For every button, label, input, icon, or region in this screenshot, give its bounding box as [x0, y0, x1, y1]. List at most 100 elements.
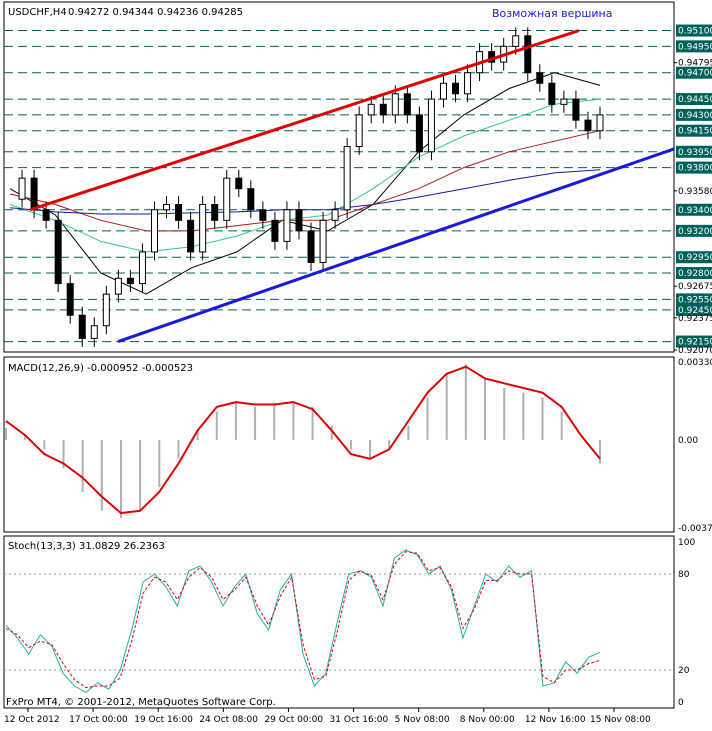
candle-body: [223, 177, 231, 221]
stochastic-lines: [4, 549, 674, 694]
price-tick-label: 0.93580: [678, 187, 712, 197]
candle-body: [367, 103, 375, 116]
price-label-box: [676, 303, 712, 316]
time-tick-label: 31 Oct 16:00: [330, 715, 389, 725]
candle-body: [90, 325, 98, 339]
candle-body: [307, 230, 315, 263]
candlesticks: [18, 27, 604, 347]
price-label-box: [676, 224, 712, 237]
candle-body: [524, 35, 532, 74]
copyright: FxPro MT4, © 2001-2012, MetaQuotes Softw…: [6, 697, 276, 708]
candle-body: [30, 177, 38, 211]
macd-panel[interactable]: 0.00330 0.00 -0.00373 MACD(12,26,9) -0.000…: [3, 356, 712, 534]
candle-body: [247, 188, 255, 211]
price-panel-frame: [3, 1, 675, 353]
macd-panel-frame: [3, 356, 675, 533]
price-tick-label: 0.94150: [678, 127, 712, 137]
price-tick-label: 0.92070: [678, 346, 712, 356]
price-label-box: [676, 24, 712, 37]
candle-body: [427, 98, 435, 153]
candle-body: [259, 209, 267, 221]
candle-body: [114, 277, 122, 295]
candle-body: [138, 251, 146, 285]
candle-body: [66, 283, 74, 316]
ohlc-readout: 0.94272 0.94344 0.94236 0.94285: [68, 7, 243, 18]
price-label-box: [676, 161, 712, 174]
price-label-box: [676, 203, 712, 216]
candle-body: [331, 209, 339, 221]
moving-averages: [9, 72, 601, 295]
price-label-box: [676, 66, 712, 79]
candle-body: [343, 146, 351, 211]
ma-line-long: [9, 169, 601, 215]
ma-line-fast: [9, 72, 601, 295]
stochastic-title: Stoch(13,3,3) 31.0829 26.2363: [8, 541, 165, 552]
price-tick-label: 0.94950: [678, 42, 712, 52]
price-tick-label: 0.92550: [678, 295, 712, 305]
candle-body: [415, 114, 423, 153]
symbol-label: USDCHF,H4: [8, 7, 67, 18]
candle-body: [572, 98, 580, 121]
candle-body: [235, 177, 243, 190]
candle-body: [548, 82, 556, 105]
price-tick-label: 0.94700: [678, 69, 712, 79]
price-tick-label: 0.93800: [678, 164, 712, 174]
trend-lines[interactable]: [29, 29, 675, 343]
macd-histogram: [5, 364, 601, 518]
support-trend-line: [117, 147, 675, 343]
stochastic-tick-label: 80: [678, 570, 690, 580]
price-tick-label: 0.94795: [678, 59, 712, 69]
stochastic-tick-label: 100: [678, 538, 695, 548]
stochastic-axis: 100 80 20 0: [678, 538, 695, 708]
candle-body: [596, 114, 604, 132]
candle-body: [126, 277, 134, 285]
macd-tick-label: 0.00: [678, 436, 698, 446]
price-label-box: [676, 145, 712, 158]
price-tick-label: 0.93950: [678, 148, 712, 158]
candle-body: [78, 314, 86, 339]
candle-body: [54, 219, 62, 285]
time-tick-label: 19 Oct 16:00: [134, 715, 193, 725]
stochastic-panel-frame: [3, 535, 675, 709]
price-tick-label: 0.92800: [678, 269, 712, 279]
price-tick-label: 0.94300: [678, 111, 712, 121]
price-label-box: [676, 293, 712, 306]
candle-body: [536, 72, 544, 84]
price-label-box: [676, 40, 712, 53]
time-tick-label: 15 Nov 08:00: [590, 715, 651, 725]
candle-body: [42, 209, 50, 221]
price-label-box: [676, 108, 712, 121]
price-tick-label: 0.92150: [678, 338, 712, 348]
candle-body: [452, 82, 460, 95]
candle-body: [163, 204, 171, 211]
price-tick-label: 0.93400: [678, 206, 712, 216]
price-tick-label: 0.92950: [678, 253, 712, 263]
time-tick-label: 12 Oct 2012: [4, 715, 60, 725]
macd-axis: 0.00330 0.00 -0.00373: [678, 358, 712, 534]
stochastic-signal-line: [5, 551, 601, 689]
resistance-trend-line: [29, 29, 580, 212]
candle-body: [199, 204, 207, 253]
price-label-box: [676, 124, 712, 137]
candle-body: [150, 209, 158, 253]
candle-body: [283, 209, 291, 242]
candle-body: [560, 98, 568, 105]
candle-body: [403, 93, 411, 116]
stochastic-panel[interactable]: 100 80 20 0 Stoch(13,3,3) 31.0829 26.2363 F…: [3, 535, 695, 709]
price-tick-label: 0.92675: [678, 282, 712, 292]
candle-body: [464, 72, 472, 95]
price-tick-label: 0.95100: [678, 27, 712, 37]
candle-body: [319, 219, 327, 263]
candle-body: [211, 204, 219, 221]
possible-top-annotation: Возможная вершина: [492, 7, 613, 20]
ma-line-mid: [9, 98, 601, 253]
candle-body: [271, 219, 279, 242]
time-tick-label: 29 Oct 00:00: [264, 715, 323, 725]
candle-body: [512, 35, 520, 47]
macd-tick-label: 0.00330: [678, 358, 712, 368]
candle-body: [175, 204, 183, 221]
price-label-box: [676, 251, 712, 264]
